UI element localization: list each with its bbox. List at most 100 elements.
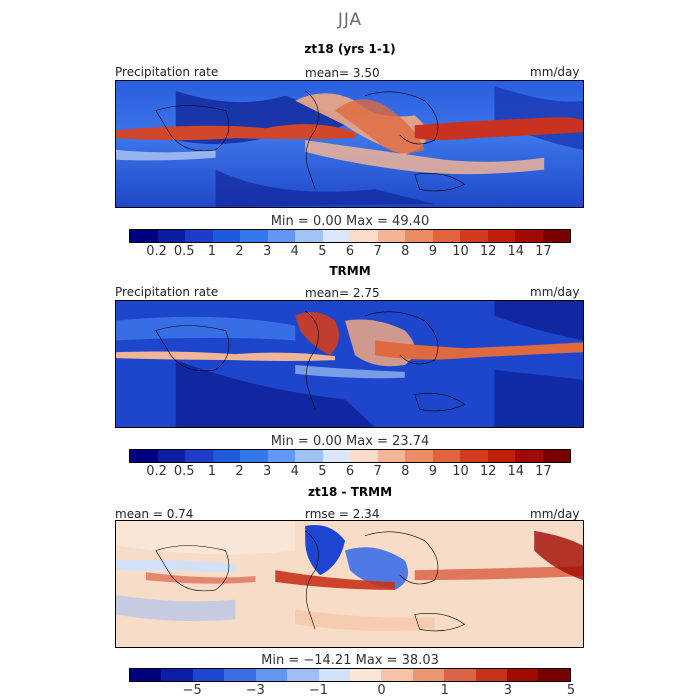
colorbar-swatch xyxy=(377,230,405,242)
colorbar-swatch xyxy=(405,450,433,462)
panel2-mean-label: mean= 2.75 xyxy=(305,286,380,300)
colorbar-swatch xyxy=(318,669,350,681)
colorbar-tick-label: 12 xyxy=(479,464,497,479)
panel3-mean-label: mean = 0.74 xyxy=(115,507,194,521)
colorbar-tick-label: 14 xyxy=(507,244,525,259)
colorbar-swatch xyxy=(507,669,539,681)
colorbar-swatch xyxy=(161,669,193,681)
colorbar-swatch xyxy=(349,669,382,681)
colorbar-tick-label: −5 xyxy=(182,683,202,698)
colorbar-tick-label: 12 xyxy=(479,244,497,259)
colorbar-swatch xyxy=(515,230,543,242)
colorbar-tick-label: 7 xyxy=(373,464,382,479)
colorbar-tick-label: 10 xyxy=(452,244,469,259)
panel2-map-graphic xyxy=(116,301,583,427)
colorbar-swatch xyxy=(240,230,268,242)
colorbar-swatch xyxy=(240,450,268,462)
colorbar-swatch xyxy=(350,230,378,242)
colorbar-tick-label: 17 xyxy=(535,464,552,479)
colorbar-tick-label: 5 xyxy=(318,244,327,259)
colorbar-tick-label: 2 xyxy=(235,464,244,479)
colorbar-swatch xyxy=(212,230,240,242)
panel1-field-label: Precipitation rate xyxy=(115,65,219,79)
colorbar-swatch xyxy=(432,450,460,462)
colorbar-tick-label: 3 xyxy=(262,244,272,259)
panel1-map-graphic xyxy=(116,81,583,207)
panel2-min-max: Min = 0.00 Max = 23.74 xyxy=(270,434,430,449)
colorbar-swatch xyxy=(542,450,570,462)
colorbar-swatch xyxy=(185,450,213,462)
colorbar-swatch xyxy=(192,669,225,681)
panel3-colorbar-ticks: −5 −3 −1 0 1 3 5 xyxy=(129,683,576,699)
colorbar-tick-label: 17 xyxy=(535,244,552,259)
colorbar-tick-label: 8 xyxy=(401,244,410,259)
panel3-difference-map xyxy=(115,520,584,648)
colorbar-swatch xyxy=(377,450,405,462)
colorbar-tick-label: 9 xyxy=(428,244,438,259)
colorbar-swatch xyxy=(130,669,162,681)
colorbar-tick-label: 2 xyxy=(235,244,244,259)
colorbar-tick-label: 6 xyxy=(345,244,355,259)
panel1-colorbar xyxy=(129,229,571,243)
panel3-colorbar xyxy=(129,668,571,682)
panel1-colorbar-ticks: 0.2 0.5 1 2 3 4 5 6 7 8 9 10 12 14 17 xyxy=(129,244,571,260)
colorbar-swatch xyxy=(157,450,185,462)
colorbar-swatch xyxy=(444,669,476,681)
colorbar-swatch xyxy=(460,230,488,242)
panel3-map-graphic xyxy=(116,521,583,647)
colorbar-swatch xyxy=(295,230,323,242)
colorbar-tick-label: 3 xyxy=(262,464,272,479)
colorbar-swatch xyxy=(224,669,256,681)
colorbar-tick-label: 7 xyxy=(373,244,382,259)
colorbar-tick-label: 0.2 xyxy=(146,244,167,259)
panel1-units-label: mm/day xyxy=(530,65,580,79)
colorbar-swatch xyxy=(130,450,158,462)
figure-supertitle: JJA xyxy=(337,10,363,30)
colorbar-swatch xyxy=(157,230,185,242)
colorbar-swatch xyxy=(405,230,433,242)
colorbar-swatch xyxy=(287,669,319,681)
colorbar-swatch xyxy=(381,669,413,681)
colorbar-swatch xyxy=(255,669,288,681)
panel2-precip-map xyxy=(115,300,584,428)
panel2-units-label: mm/day xyxy=(530,285,580,299)
colorbar-tick-label: 3 xyxy=(503,683,512,698)
colorbar-swatch xyxy=(322,450,350,462)
panel2-colorbar-ticks: 0.2 0.5 1 2 3 4 5 6 7 8 9 10 12 14 17 xyxy=(129,464,571,480)
colorbar-tick-label: 10 xyxy=(452,464,469,479)
colorbar-swatch xyxy=(487,450,515,462)
panel3-units-label: mm/day xyxy=(530,507,580,521)
colorbar-tick-label: 8 xyxy=(401,464,410,479)
colorbar-tick-label: 14 xyxy=(507,464,525,479)
panel1-mean-label: mean= 3.50 xyxy=(305,66,380,80)
panel3-rmse-label: rmse = 2.34 xyxy=(305,507,380,521)
colorbar-swatch xyxy=(475,669,508,681)
colorbar-tick-label: 9 xyxy=(428,464,438,479)
panel1-precip-map xyxy=(115,80,584,208)
colorbar-swatch xyxy=(460,450,488,462)
colorbar-tick-label: −3 xyxy=(245,683,265,698)
colorbar-tick-label: 0.5 xyxy=(173,464,195,479)
colorbar-swatch xyxy=(487,230,515,242)
colorbar-swatch xyxy=(185,230,213,242)
panel3-title: zt18 - TRMM xyxy=(307,485,393,499)
colorbar-swatch xyxy=(267,450,295,462)
panel3-min-max: Min = −14.21 Max = 38.03 xyxy=(261,653,439,668)
colorbar-tick-label: 4 xyxy=(290,464,299,479)
colorbar-swatch xyxy=(212,450,240,462)
colorbar-swatch xyxy=(267,230,295,242)
colorbar-swatch xyxy=(515,450,543,462)
colorbar-swatch xyxy=(322,230,350,242)
panel2-field-label: Precipitation rate xyxy=(115,285,219,299)
colorbar-tick-label: 6 xyxy=(345,464,355,479)
colorbar-tick-label: 4 xyxy=(290,244,299,259)
panel2-title: TRMM xyxy=(329,264,371,278)
colorbar-tick-label: 0.5 xyxy=(173,244,195,259)
colorbar-swatch xyxy=(542,230,570,242)
panel1-min-max: Min = 0.00 Max = 49.40 xyxy=(270,214,430,229)
colorbar-tick-label: 0 xyxy=(377,683,386,698)
colorbar-tick-label: 0.2 xyxy=(146,464,167,479)
colorbar-tick-label: 1 xyxy=(440,683,449,698)
colorbar-swatch xyxy=(432,230,460,242)
colorbar-swatch xyxy=(350,450,378,462)
